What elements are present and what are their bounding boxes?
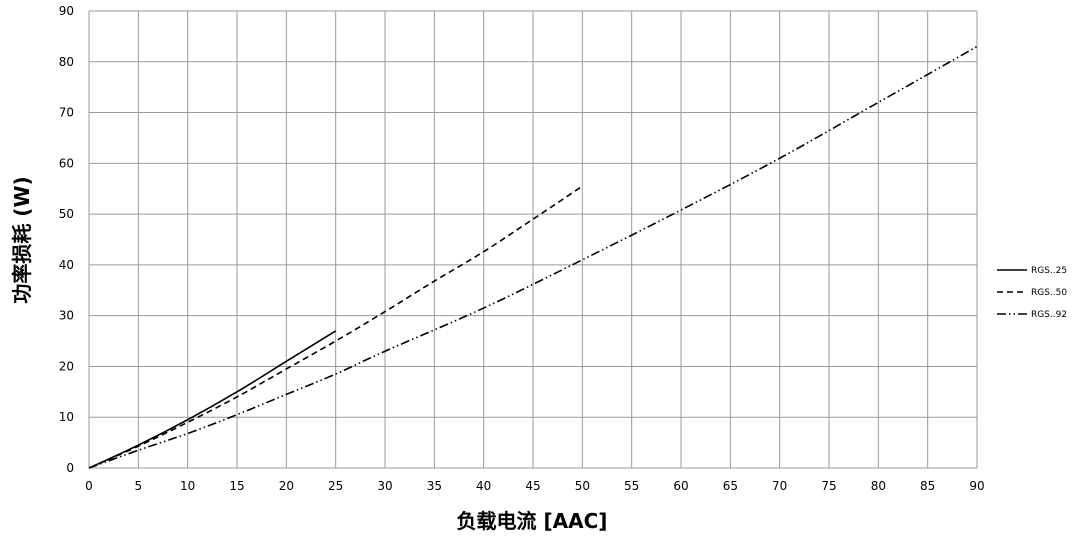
x-tick-label: 50 <box>575 479 590 493</box>
x-tick-label: 60 <box>673 479 688 493</box>
x-tick-label: 70 <box>772 479 787 493</box>
series-line-rgs-50 <box>88 185 583 469</box>
x-tick-label: 0 <box>85 479 93 493</box>
y-tick-label: 80 <box>59 55 74 69</box>
legend-item-rgs-25: RGS..25 <box>997 266 1067 276</box>
legend-label-rgs-50: RGS..50 <box>1031 288 1067 298</box>
x-tick-label: 30 <box>377 479 392 493</box>
x-tick-label: 5 <box>135 479 143 493</box>
y-tick-label: 60 <box>59 156 74 170</box>
x-axis-title: 负载电流 [AAC] <box>457 509 608 533</box>
y-tick-label: 0 <box>66 461 74 475</box>
y-tick-label: 10 <box>59 410 74 424</box>
legend: RGS..25 RGS..50 RGS..92 <box>997 266 1067 320</box>
series-lines <box>88 45 978 469</box>
x-tick-label: 25 <box>328 479 343 493</box>
y-tick-labels: 0 10 20 30 40 50 60 70 80 90 <box>59 4 74 475</box>
legend-item-rgs-92: RGS..92 <box>997 310 1067 320</box>
x-tick-label: 90 <box>969 479 984 493</box>
x-tick-label: 35 <box>427 479 442 493</box>
y-tick-label: 50 <box>59 207 74 221</box>
x-tick-label: 75 <box>821 479 836 493</box>
y-tick-label: 70 <box>59 106 74 120</box>
x-tick-label: 80 <box>871 479 886 493</box>
series-line-rgs-92 <box>88 45 978 469</box>
legend-label-rgs-25: RGS..25 <box>1031 266 1067 276</box>
x-tick-labels: 0 5 10 15 20 25 30 35 40 45 50 55 60 65 70 75 80 85 90 <box>85 479 984 493</box>
y-tick-label: 90 <box>59 4 74 18</box>
series-line-rgs-25 <box>88 330 337 469</box>
x-tick-label: 10 <box>180 479 195 493</box>
y-axis-title: 功率损耗 (W) <box>10 176 34 303</box>
x-tick-label: 20 <box>279 479 294 493</box>
y-tick-label: 40 <box>59 258 74 272</box>
x-tick-label: 15 <box>229 479 244 493</box>
x-tick-label: 45 <box>525 479 540 493</box>
x-tick-label: 85 <box>920 479 935 493</box>
y-tick-label: 30 <box>59 309 74 323</box>
legend-label-rgs-92: RGS..92 <box>1031 310 1067 320</box>
x-tick-label: 40 <box>476 479 491 493</box>
x-tick-label: 55 <box>624 479 639 493</box>
x-tick-label: 65 <box>723 479 738 493</box>
legend-item-rgs-50: RGS..50 <box>997 288 1067 298</box>
y-tick-label: 20 <box>59 359 74 373</box>
grid <box>88 10 978 469</box>
